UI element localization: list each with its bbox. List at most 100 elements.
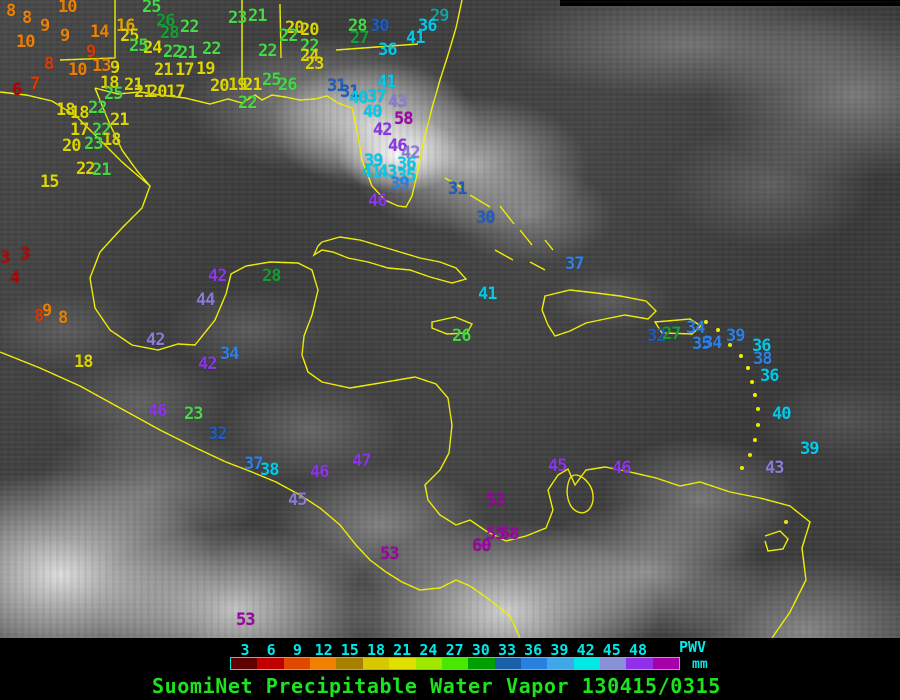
station-value: 3 xyxy=(0,248,10,268)
station-value: 31 xyxy=(327,76,347,96)
caption: SuomiNet Precipitable Water Vapor 130415… xyxy=(152,674,721,698)
colorbar-tick-label: 3 xyxy=(240,641,250,659)
station-value: 22 xyxy=(202,39,222,59)
station-value: 32 xyxy=(647,326,667,346)
station-value: 22 xyxy=(88,98,108,118)
station-value: 22 xyxy=(92,120,112,140)
colorbar-tick-label: 39 xyxy=(550,641,569,659)
colorbar-tick-label: 18 xyxy=(366,641,386,659)
station-value: 27 xyxy=(350,28,370,48)
colorbar-segment xyxy=(468,658,495,669)
colorbar xyxy=(230,657,680,670)
station-value: 25 xyxy=(262,70,282,90)
satellite-image: 8 8 10 9 10 9 8 10 6 7 9 13 9 14 16 15 18 18 22 17 22 21 20 23 1… xyxy=(0,0,900,638)
colorbar-segment xyxy=(652,658,680,669)
station-value: 31 xyxy=(448,179,468,199)
station-value: 23 xyxy=(305,54,325,74)
colorbar-segment xyxy=(336,658,363,669)
colorbar-segment xyxy=(257,658,284,669)
mm-label: mm xyxy=(692,657,708,672)
station-value: 22 xyxy=(163,42,183,62)
station-value: 40 xyxy=(772,404,792,424)
station-value: 41 xyxy=(478,284,498,304)
station-value: 8 xyxy=(6,1,16,21)
station-value: 36 xyxy=(752,336,772,356)
station-value: 38 xyxy=(260,460,280,480)
station-value: 39 xyxy=(726,326,746,346)
station-value: 18 xyxy=(70,103,90,123)
colorbar-segment xyxy=(520,658,548,669)
station-value: 13 xyxy=(92,56,112,76)
station-value: 27 xyxy=(662,324,682,344)
station-value: 37 xyxy=(367,87,387,107)
colorbar-segment xyxy=(231,658,258,669)
station-value: 39 xyxy=(800,439,820,459)
station-value: 25 xyxy=(129,36,149,56)
colorbar-tick-label: 6 xyxy=(266,641,276,659)
station-value: 21 xyxy=(110,110,130,130)
colorbar-tick-label: 15 xyxy=(340,641,359,659)
station-value: 22 xyxy=(300,36,320,56)
station-value: 60 xyxy=(472,536,492,556)
colorbar-tick-label: 45 xyxy=(602,641,621,659)
station-value: 18 xyxy=(100,73,120,93)
station-value: 46 xyxy=(388,136,408,156)
station-value: 38 xyxy=(753,349,773,369)
top-black-strip xyxy=(560,0,900,6)
station-value: 37 xyxy=(244,454,264,474)
station-value: 40 xyxy=(349,88,369,108)
station-value: 28 xyxy=(348,16,368,36)
colorbar-tick-label: 24 xyxy=(419,641,438,659)
station-value: 21 xyxy=(248,6,268,26)
station-value: 41 xyxy=(377,72,397,92)
station-value: 9 xyxy=(110,58,120,78)
station-value: 30 xyxy=(476,208,496,228)
colorbar-segment xyxy=(547,658,574,669)
station-value: 29 xyxy=(430,6,450,26)
coastlines-overlay xyxy=(0,0,811,638)
station-value: 41 xyxy=(406,28,426,48)
station-value: 20 xyxy=(210,76,230,96)
station-value: 9 xyxy=(40,16,50,36)
station-value: 8 xyxy=(22,8,32,28)
station-value: 34 xyxy=(703,333,723,353)
station-value: 35 xyxy=(692,334,712,354)
station-value: 35 xyxy=(397,166,417,186)
station-value: 36 xyxy=(378,40,398,60)
station-value: 20 xyxy=(300,20,320,40)
station-value: 20 xyxy=(148,82,168,102)
station-value: 42 xyxy=(198,354,218,374)
station-value: 25 xyxy=(142,0,162,17)
station-value: 55 xyxy=(486,524,506,544)
station-value: 24 xyxy=(143,38,163,58)
station-value: 23 xyxy=(228,8,248,28)
station-value: 53 xyxy=(236,610,256,630)
station-value: 42 xyxy=(146,330,166,350)
station-value: 46 xyxy=(612,458,632,478)
colorbar-tick-label: 33 xyxy=(497,641,517,659)
station-value: 3 xyxy=(20,244,30,264)
station-value: 15 xyxy=(40,172,60,192)
station-value: 7 xyxy=(30,74,40,94)
station-value: 47 xyxy=(352,451,372,471)
station-value: 45 xyxy=(288,490,308,510)
station-value: 26 xyxy=(452,326,472,346)
colorbar-segment xyxy=(626,658,653,669)
station-value: 19 xyxy=(196,59,216,79)
station-value: 34 xyxy=(220,344,240,364)
colorbar-segment xyxy=(389,658,416,669)
station-value: 20 xyxy=(62,136,82,156)
station-value: 14 xyxy=(90,22,110,42)
station-value: 22 xyxy=(279,26,299,46)
colorbar-segment xyxy=(283,658,311,669)
station-value: 20 xyxy=(285,18,305,38)
colorbar-tick-label: 30 xyxy=(471,641,490,659)
station-value: 18 xyxy=(74,352,94,372)
station-value: 39 xyxy=(364,151,384,171)
station-value: 42 xyxy=(373,120,393,140)
station-value: 58 xyxy=(394,109,414,129)
station-value: 17 xyxy=(175,60,195,80)
station-value: 18 xyxy=(102,130,122,150)
station-value: 21 xyxy=(124,75,144,95)
station-value: 46 xyxy=(368,191,388,211)
